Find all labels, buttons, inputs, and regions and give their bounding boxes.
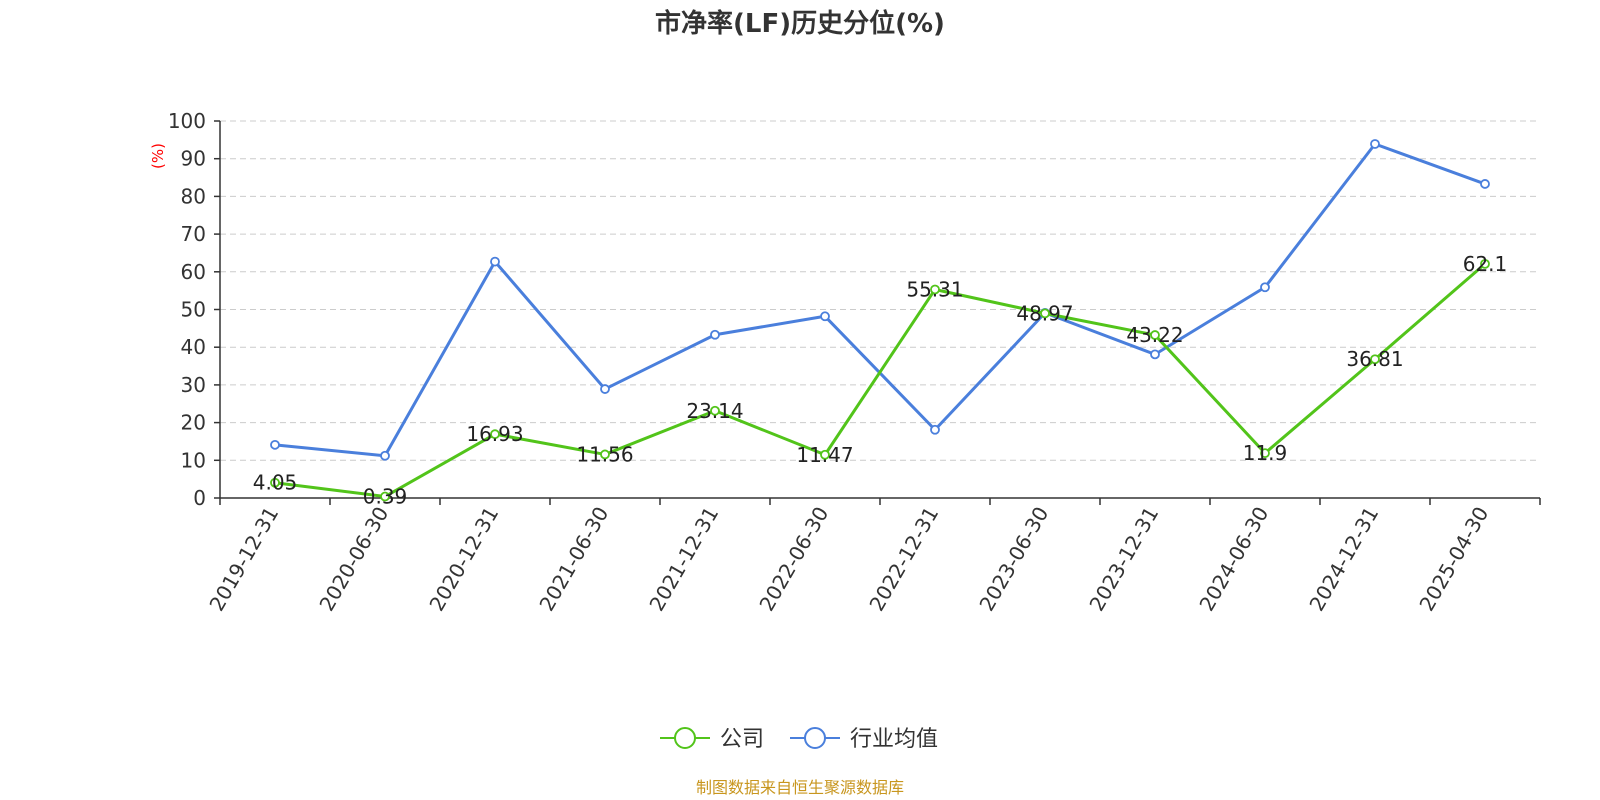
y-tick-label: 90	[181, 147, 206, 171]
point-company	[1040, 308, 1050, 319]
x-tick-labels: 2019-12-31 2020-06-30 2020-12-31 2021-06-30…	[204, 503, 1493, 616]
y-tick-label: 50	[181, 298, 206, 322]
y-tick-label: 0	[193, 486, 206, 510]
x-tick-label: 2024-06-30	[1194, 503, 1273, 616]
data-label: 16.93	[466, 422, 523, 446]
y-tick-label: 20	[181, 411, 206, 435]
data-label: 55.31	[906, 277, 963, 301]
y-tick-label: 60	[181, 260, 206, 284]
y-tick-label: 80	[181, 184, 206, 208]
point-company	[1480, 258, 1490, 269]
legend-marker	[674, 727, 696, 749]
point-company	[1370, 354, 1380, 365]
point-company	[820, 449, 830, 460]
data-label: 4.05	[253, 471, 298, 495]
data-label: 11.56	[576, 442, 633, 466]
legend[interactable]: 公司 行业均值	[660, 727, 938, 752]
point-industry	[270, 439, 280, 450]
y-tick-label: 40	[181, 335, 206, 359]
y-tick-label: 30	[181, 373, 206, 397]
data-label: 48.97	[1016, 301, 1073, 325]
series-layer	[270, 139, 1490, 502]
series-line-company	[274, 262, 1486, 499]
data-label: 62.1	[1463, 252, 1508, 276]
grid-lines	[220, 120, 1540, 461]
legend-item-company[interactable]: 公司	[660, 727, 764, 752]
point-company	[1150, 330, 1160, 340]
data-labels: 4.05 0.39 16.93 11.56 23.14 11.47 55.31 48.97 43…	[253, 252, 1508, 509]
data-label: 43.22	[1126, 323, 1183, 347]
point-industry	[380, 450, 390, 461]
x-tick-label: 2025-04-30	[1414, 503, 1493, 616]
point-company	[600, 449, 610, 460]
source-note: 制图数据来自恒生聚源数据库	[696, 778, 904, 797]
x-tick-label: 2023-12-31	[1084, 503, 1163, 616]
legend-label: 公司	[720, 727, 764, 752]
point-industry	[1480, 179, 1490, 189]
y-tick-label: 10	[181, 448, 206, 472]
y-tick-labels: 0 10 20 30 40 50 60 70 80 90 100	[168, 109, 206, 510]
axes	[214, 120, 1541, 505]
data-label: 11.9	[1243, 441, 1288, 465]
data-label: 0.39	[363, 485, 408, 509]
series-line-industry	[274, 142, 1486, 458]
x-tick-label: 2020-12-31	[424, 503, 503, 616]
point-industry	[1260, 282, 1270, 293]
point-company	[710, 405, 720, 416]
point-industry	[490, 256, 500, 267]
data-label: 11.47	[796, 443, 853, 467]
point-company	[380, 491, 390, 502]
point-industry	[930, 424, 940, 435]
point-company	[1260, 448, 1270, 459]
point-company	[270, 477, 280, 488]
x-tick-label: 2022-06-30	[754, 503, 833, 616]
point-industry	[710, 329, 720, 340]
point-industry	[600, 384, 610, 394]
x-tick-label: 2020-06-30	[314, 503, 393, 616]
legend-marker	[804, 727, 826, 749]
legend-item-industry[interactable]: 行业均值	[790, 727, 938, 752]
y-axis-label: (%)	[149, 143, 167, 169]
point-industry	[820, 311, 830, 322]
chart-title: 市净率(LF)历史分位(%)	[655, 8, 945, 39]
x-tick-label: 2021-12-31	[644, 503, 723, 616]
point-industry	[1150, 349, 1160, 360]
data-label: 23.14	[686, 399, 743, 423]
data-label: 36.81	[1346, 347, 1403, 371]
x-tick-label: 2024-12-31	[1304, 503, 1383, 616]
y-tick-label: 100	[168, 109, 206, 133]
x-tick-label: 2019-12-31	[204, 503, 283, 616]
point-industry	[1370, 139, 1380, 149]
x-tick-label: 2023-06-30	[974, 503, 1053, 616]
x-tick-label: 2021-06-30	[534, 503, 613, 616]
x-tick-label: 2022-12-31	[864, 503, 943, 616]
legend-label: 行业均值	[850, 727, 938, 752]
point-company	[930, 284, 940, 295]
point-company	[490, 429, 500, 440]
y-tick-label: 70	[181, 222, 206, 246]
